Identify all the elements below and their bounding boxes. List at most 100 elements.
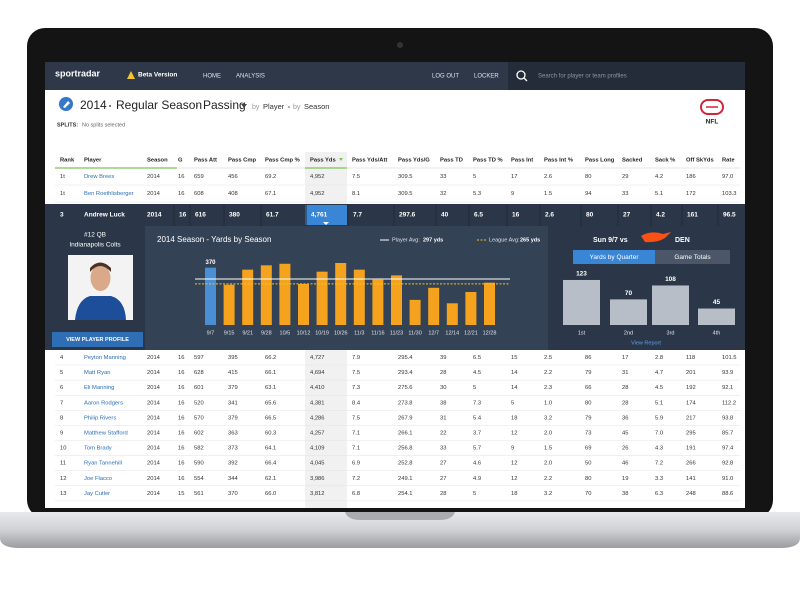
x-tick-label: 10/12 — [297, 330, 311, 336]
column-header[interactable]: Pass Yds/Att — [352, 158, 387, 164]
column-header[interactable]: Pass Cmp — [228, 158, 256, 164]
logo[interactable]: sportradar — [55, 68, 101, 78]
nav-link[interactable]: HOME — [203, 74, 221, 80]
player-link[interactable]: Ryan Tannehill — [84, 461, 122, 467]
column-header[interactable]: Pass Yds — [310, 158, 336, 164]
tab[interactable] — [655, 250, 730, 264]
table-cell: 602 — [194, 431, 204, 437]
season-bar[interactable] — [242, 269, 254, 325]
player-link[interactable]: Matt Ryan — [84, 370, 110, 376]
table-cell: 6.9 — [352, 461, 360, 467]
column-header[interactable]: Rank — [60, 158, 75, 164]
header-group[interactable]: Player — [263, 102, 285, 111]
x-tick-label: 10/26 — [334, 330, 348, 336]
table-cell: 2.8 — [655, 355, 663, 361]
bar-value-label: 45 — [713, 299, 721, 306]
search-box[interactable] — [508, 62, 745, 90]
tab-label[interactable]: Game Totals — [674, 254, 711, 261]
table-cell: 86 — [585, 355, 591, 361]
quarter-bar[interactable] — [652, 285, 689, 325]
table-cell: 28 — [622, 385, 628, 391]
player-team: Indianapolis Colts — [69, 242, 121, 249]
table-cell: 2.3 — [544, 385, 552, 391]
expanded-row[interactable] — [45, 204, 745, 226]
table-cell: 341 — [228, 400, 238, 406]
season-bar[interactable] — [223, 284, 235, 325]
season-bar[interactable] — [335, 263, 347, 325]
player-link[interactable]: Ben Roethlisberger — [84, 191, 134, 197]
view-report-link[interactable]: View Report — [631, 340, 661, 346]
column-header[interactable]: Pass Int — [511, 158, 533, 164]
season-bar[interactable] — [316, 271, 328, 325]
table-cell: 28 — [440, 491, 446, 497]
x-tick-label: 12/7 — [428, 330, 439, 336]
season-bar[interactable] — [353, 269, 365, 325]
profile-button-label[interactable]: VIEW PLAYER PROFILE — [66, 337, 129, 343]
column-header[interactable]: Season — [147, 158, 168, 164]
game-opponent: DEN — [675, 237, 690, 244]
table-cell: 16 — [178, 431, 184, 437]
table-cell: 395 — [228, 355, 238, 361]
column-header[interactable]: Pass TD — [440, 158, 463, 164]
column-header[interactable]: Off SkYds — [686, 158, 714, 164]
player-link[interactable]: Drew Brees — [84, 174, 114, 180]
quarter-bar[interactable] — [610, 299, 647, 325]
season-bar[interactable] — [428, 287, 440, 325]
column-header[interactable]: Sacked — [622, 158, 643, 164]
header-stat[interactable]: Passing — [203, 98, 246, 112]
table-cell: 293.4 — [398, 370, 413, 376]
season-bar[interactable] — [391, 275, 402, 325]
table-cell: 16 — [178, 446, 184, 452]
table-cell: 16 — [178, 191, 184, 197]
player-link[interactable]: Philip Rivers — [84, 415, 116, 421]
player-link[interactable]: Matthew Stafford — [84, 431, 128, 437]
table-cell: 344 — [228, 476, 238, 482]
column-header[interactable]: Pass Long — [585, 158, 615, 164]
player-link[interactable]: Eli Manning — [84, 385, 114, 391]
table-cell: 192 — [686, 385, 696, 391]
table-cell: 7.3 — [352, 385, 360, 391]
column-header[interactable]: Pass Att — [194, 158, 217, 164]
column-header[interactable]: Player — [84, 158, 102, 164]
column-header[interactable]: Sack % — [655, 158, 675, 164]
column-header[interactable]: G — [178, 158, 183, 164]
table-cell: 16 — [178, 355, 184, 361]
header-season[interactable]: 2014 — [80, 98, 107, 112]
profile-button[interactable] — [52, 332, 143, 347]
season-bar[interactable] — [279, 263, 291, 325]
nav-link[interactable]: ANALYSIS — [236, 74, 265, 80]
player-link[interactable]: Aaron Rodgers — [84, 400, 123, 406]
quarter-bar[interactable] — [698, 308, 735, 325]
table-cell: 27 — [623, 212, 631, 219]
season-bar[interactable] — [298, 283, 309, 325]
column-header[interactable]: Pass Yds/G — [398, 158, 430, 164]
season-bar[interactable] — [409, 299, 421, 325]
header-group[interactable]: Season — [304, 102, 329, 111]
season-bar[interactable] — [260, 265, 272, 325]
table-cell: 7.2 — [352, 476, 360, 482]
column-header[interactable]: Rate — [722, 158, 735, 164]
season-bar[interactable] — [446, 303, 458, 325]
table-cell: 2014 — [147, 385, 161, 391]
header-season-type[interactable]: Regular Season — [116, 98, 202, 112]
quarter-bar[interactable] — [563, 279, 600, 325]
x-tick-label: 9/15 — [224, 330, 235, 336]
column-header[interactable]: Pass Cmp % — [265, 158, 300, 164]
player-link[interactable]: Andrew Luck — [84, 212, 125, 219]
season-bar[interactable] — [372, 279, 384, 325]
season-bar[interactable] — [484, 282, 495, 325]
player-link[interactable]: Jay Cutler — [84, 491, 110, 497]
player-link[interactable]: Joe Flacco — [84, 476, 112, 482]
tab-active[interactable] — [573, 250, 655, 264]
player-link[interactable]: Peyton Manning — [84, 355, 126, 361]
column-header[interactable]: Pass TD % — [473, 158, 503, 164]
tab-label[interactable]: Yards by Quarter — [589, 254, 639, 261]
nav-link[interactable]: LOCKER — [474, 74, 499, 80]
season-bar[interactable] — [465, 291, 477, 325]
player-link[interactable]: Tom Brady — [84, 446, 112, 452]
table-cell: 3.2 — [544, 491, 552, 497]
nav-link[interactable]: LOG OUT — [432, 74, 459, 80]
table-cell: 217 — [686, 415, 696, 421]
column-header[interactable]: Pass Int % — [544, 158, 573, 164]
season-bar[interactable] — [205, 267, 216, 325]
